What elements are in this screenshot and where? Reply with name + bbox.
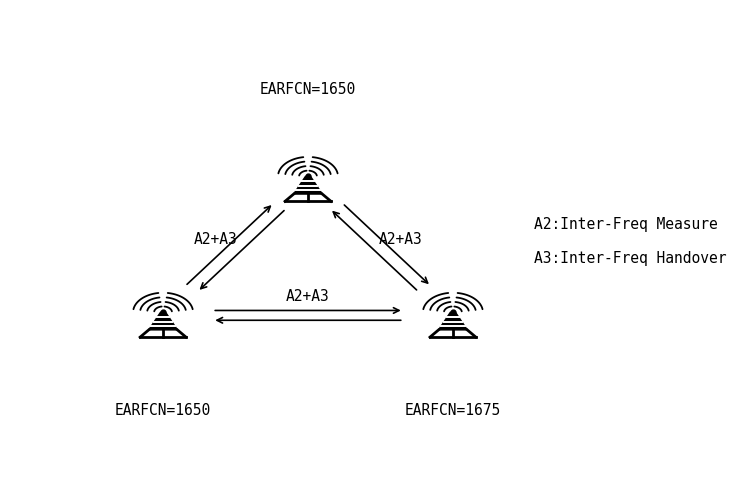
Text: A2+A3: A2+A3 xyxy=(379,232,423,247)
Polygon shape xyxy=(149,312,177,330)
Text: EARFCN=1675: EARFCN=1675 xyxy=(405,402,501,417)
Text: A2+A3: A2+A3 xyxy=(286,289,330,304)
Text: A2+A3: A2+A3 xyxy=(194,232,237,247)
Text: EARFCN=1650: EARFCN=1650 xyxy=(260,81,356,97)
Polygon shape xyxy=(438,312,468,330)
Text: A3:Inter-Freq Handover: A3:Inter-Freq Handover xyxy=(534,251,726,266)
Text: EARFCN=1650: EARFCN=1650 xyxy=(115,402,211,417)
Text: A2:Inter-Freq Measure: A2:Inter-Freq Measure xyxy=(534,217,718,232)
Polygon shape xyxy=(294,176,322,194)
